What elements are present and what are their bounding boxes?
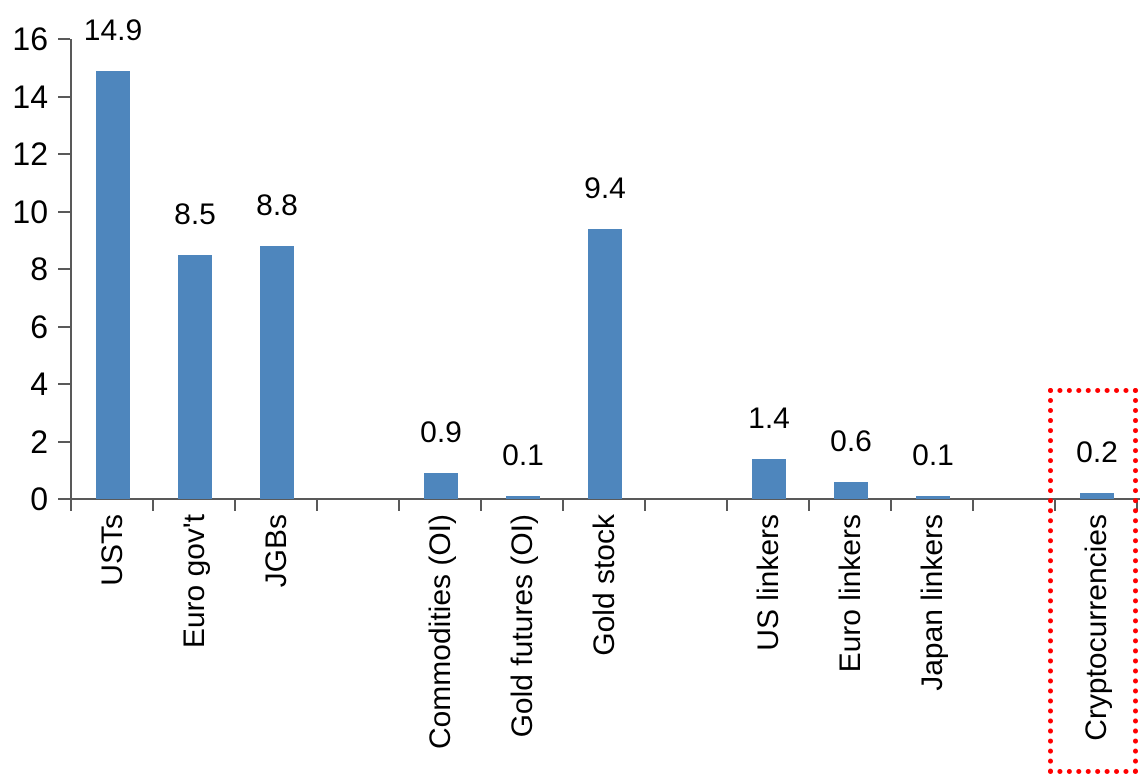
category-label: JGBs	[260, 514, 293, 588]
category-label: Euro gov't	[178, 514, 211, 649]
bar	[96, 70, 130, 499]
bar	[916, 496, 950, 499]
bar-value-label: 0.1	[912, 439, 954, 473]
bar	[506, 496, 540, 499]
y-axis-tick-label: 2	[30, 423, 48, 460]
category-label: Gold futures (OI)	[506, 514, 539, 738]
bar-value-label: 1.4	[748, 401, 790, 435]
bar-value-label: 8.5	[174, 197, 216, 231]
y-axis-tick-label: 0	[30, 481, 48, 517]
y-axis-tick-label: 16	[12, 21, 48, 57]
bar	[588, 228, 622, 499]
y-axis-tick-label: 6	[30, 308, 48, 345]
bar-value-label: 0.9	[420, 416, 462, 450]
bar	[424, 473, 458, 499]
y-axis-tick-label: 4	[30, 366, 48, 402]
y-axis-tick	[58, 38, 70, 40]
y-axis-tick	[58, 325, 70, 328]
x-axis-tick	[726, 499, 728, 511]
y-axis-tick-label: 12	[12, 136, 48, 172]
y-axis-tick	[58, 153, 70, 155]
y-axis-tick	[58, 440, 70, 443]
x-axis-tick	[808, 499, 810, 511]
y-axis-tick	[58, 95, 70, 98]
bar-value-label: 14.9	[83, 13, 143, 47]
x-axis-tick	[562, 499, 564, 511]
bar-value-label: 0.2	[1076, 436, 1118, 470]
y-axis-tick	[58, 268, 70, 270]
category-label: US linkers	[752, 514, 785, 651]
y-axis-tick	[58, 383, 70, 385]
y-axis-tick-label: 10	[12, 193, 48, 230]
category-label: Japan linkers	[916, 514, 949, 691]
x-axis-tick	[890, 499, 892, 511]
x-axis-tick	[316, 499, 318, 511]
bar	[752, 458, 786, 499]
x-axis-tick	[70, 499, 72, 511]
highlight-box	[1048, 388, 1138, 774]
bar	[178, 254, 212, 499]
x-axis-tick	[644, 499, 646, 511]
x-axis-tick	[1054, 499, 1056, 511]
x-axis-tick	[972, 499, 974, 511]
y-axis-tick	[58, 498, 70, 500]
y-axis-tick-label: 14	[12, 78, 48, 115]
category-label: Euro linkers	[834, 514, 867, 673]
bar	[260, 246, 294, 499]
y-axis-line	[70, 39, 72, 499]
x-axis-tick	[398, 499, 400, 511]
category-label: Commodities (OI)	[424, 514, 457, 750]
bar-value-label: 9.4	[584, 171, 626, 205]
x-axis-line	[70, 498, 1140, 500]
y-axis-tick-label: 8	[30, 251, 48, 287]
x-axis-tick	[480, 499, 482, 511]
x-axis-tick	[234, 499, 236, 511]
bar	[834, 481, 868, 499]
category-label: USTs	[96, 514, 129, 586]
x-axis-tick	[152, 499, 154, 511]
bar	[1080, 493, 1114, 499]
bar-value-label: 0.6	[830, 424, 872, 458]
y-axis-tick	[58, 210, 70, 213]
bar-value-label: 8.8	[256, 189, 298, 222]
bar-value-label: 0.1	[502, 439, 544, 473]
category-label: Gold stock	[588, 514, 621, 656]
